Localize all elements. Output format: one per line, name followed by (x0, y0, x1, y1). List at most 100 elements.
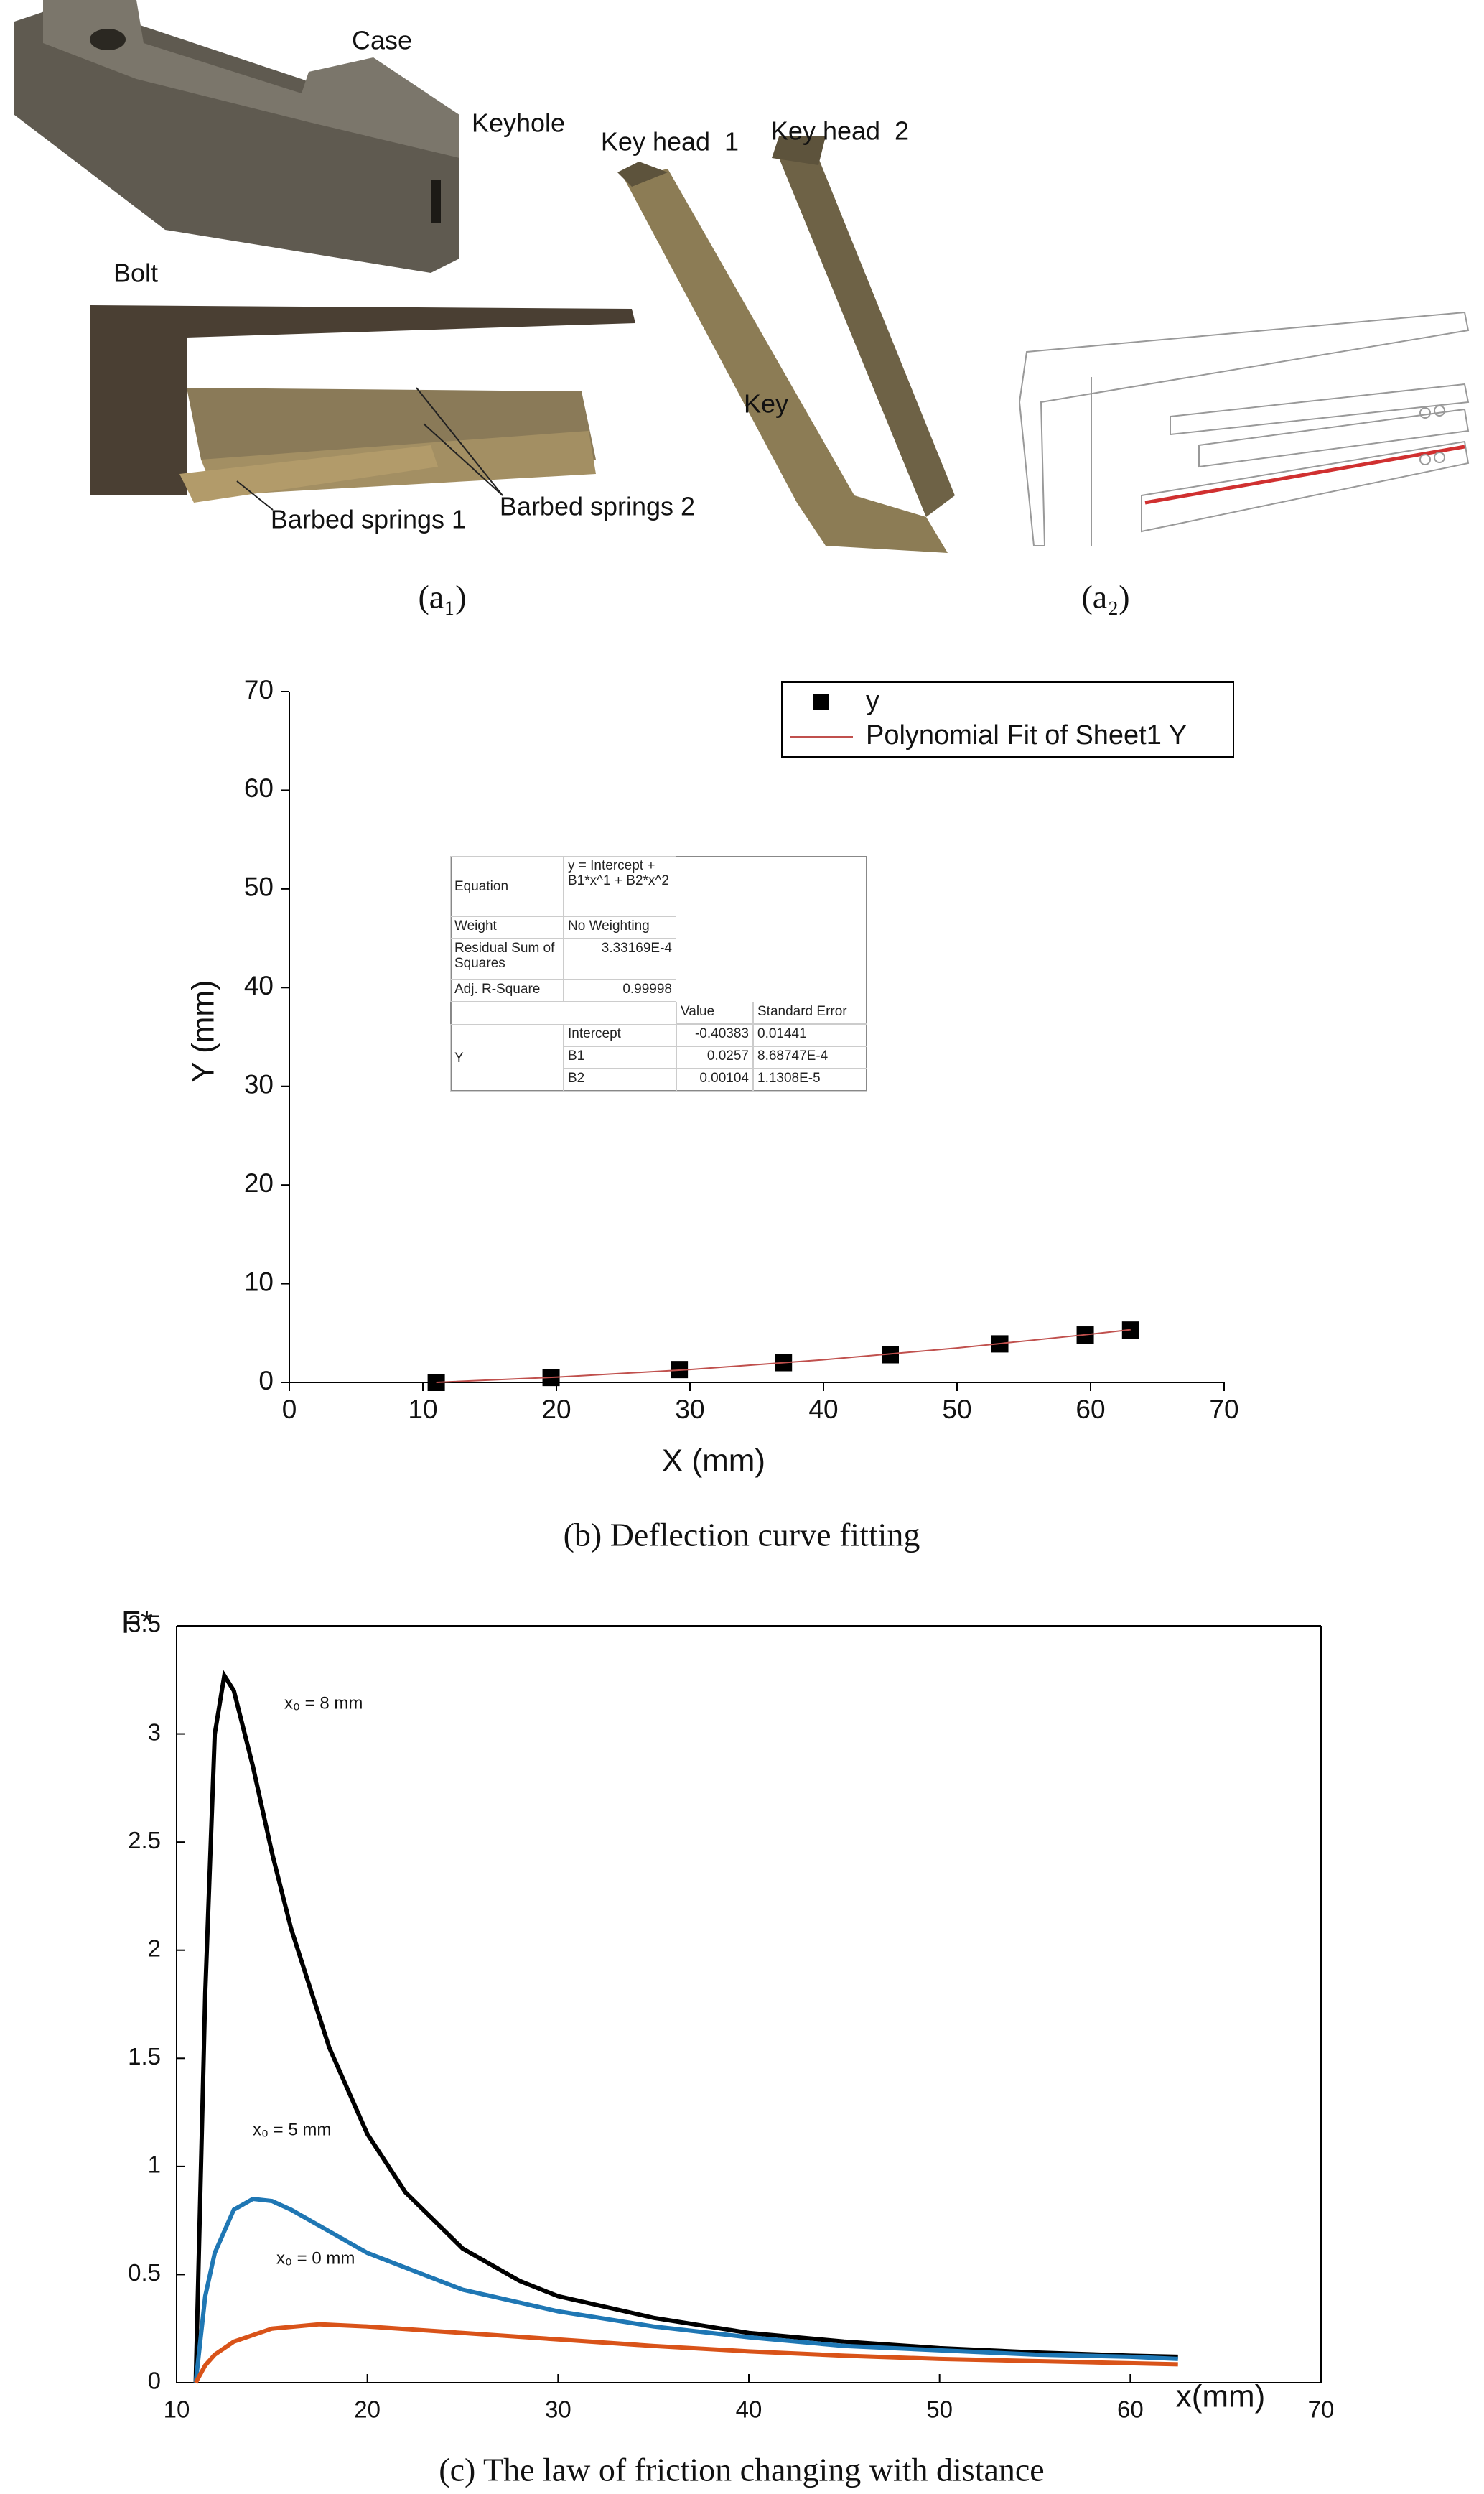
table-cell: Equation (450, 856, 564, 916)
series-line (193, 1669, 1178, 2383)
y-tick-label: 60 (244, 773, 274, 803)
table-cell: No Weighting (564, 916, 676, 939)
table-cell: Y (450, 1024, 564, 1092)
photo-label: Key head 1 (601, 127, 739, 157)
hole (1419, 454, 1431, 465)
case-top (43, 0, 459, 158)
table-cell: Standard Error (753, 1002, 867, 1024)
x-tick-label: 60 (1075, 1395, 1105, 1424)
legend-marker (813, 694, 829, 710)
photo-label: Key (744, 389, 788, 419)
hole (1434, 452, 1445, 463)
photo-lock (14, 0, 955, 553)
y-tick-label: 40 (244, 971, 274, 1000)
case-hole (90, 29, 126, 50)
x-tick-label: 20 (354, 2396, 381, 2423)
table-cell: 8.68747E-4 (753, 1046, 867, 1069)
y-tick-label: 0 (258, 1366, 274, 1395)
y-tick-label: 0 (148, 2368, 161, 2394)
y-tick-label: 30 (244, 1069, 274, 1099)
caption: (a₂) (1081, 579, 1129, 615)
caption: (a₁) (418, 579, 466, 615)
photo-label: Barbed springs 2 (500, 492, 695, 521)
key-head-1 (617, 162, 668, 187)
table-cell: 0.99998 (564, 980, 676, 1002)
table-cell: 1.1308E-5 (753, 1069, 867, 1092)
fit-table (450, 856, 867, 1092)
photo-label: Keyhole (472, 108, 565, 138)
table-cell: Intercept (564, 1024, 676, 1046)
x-tick-label: 40 (736, 2396, 762, 2423)
y-tick-label: 1 (148, 2151, 161, 2178)
hole (1419, 407, 1431, 419)
photo-label: Case (352, 26, 412, 55)
annotation: x₀ = 8 mm (284, 1693, 363, 1713)
table-cell: 0.0257 (676, 1046, 753, 1069)
photo-label: Barbed springs 1 (271, 505, 466, 534)
table-cell: y = Intercept + B1*x^1 + B2*x^2 (564, 856, 676, 916)
y-tick-label: 2 (148, 1935, 161, 1961)
annotation: x₀ = 5 mm (253, 2120, 331, 2139)
spring-c (1141, 440, 1470, 533)
table-cell: B2 (564, 1069, 676, 1092)
table-cell: Value (676, 1002, 753, 1024)
x-tick-label: 30 (675, 1395, 704, 1424)
diagram-a2 (1018, 311, 1470, 546)
y-tick-label: 0.5 (128, 2259, 161, 2286)
y-axis-label: F* (121, 1605, 153, 1640)
table-cell: 3.33169E-4 (564, 939, 676, 980)
x-tick-label: 70 (1209, 1395, 1238, 1424)
table-cell: 0.01441 (753, 1024, 867, 1046)
annotation: x₀ = 0 mm (276, 2248, 355, 2268)
legend-label: y (866, 686, 879, 716)
photo-label: Bolt (113, 259, 158, 288)
caption: (c) The law of friction changing with di… (439, 2452, 1044, 2488)
y-tick-label: 1.5 (128, 2043, 161, 2070)
x-tick-label: 10 (408, 1395, 437, 1424)
leader (236, 480, 274, 511)
x-tick-label: 40 (808, 1395, 838, 1424)
keyhole (431, 180, 441, 223)
x-tick-label: 50 (942, 1395, 971, 1424)
key-bar-2 (779, 158, 955, 517)
bolt (90, 305, 635, 495)
y-tick-label: 3.5 (128, 1611, 161, 1637)
y-tick-label: 10 (244, 1267, 274, 1296)
x-tick-label: 10 (164, 2396, 190, 2423)
photo-label: Key head 2 (771, 116, 909, 146)
highlight-edge (1144, 445, 1465, 505)
leader (416, 387, 503, 496)
table-cell: B1 (564, 1046, 676, 1069)
spring-a (1170, 383, 1470, 436)
y-tick-label: 70 (244, 675, 274, 704)
legend-label: Polynomial Fit of Sheet1 Y (866, 720, 1187, 750)
leader (423, 423, 503, 496)
x-tick-label: 0 (282, 1395, 297, 1424)
frame-outline (1018, 311, 1470, 546)
x-tick-label: 50 (926, 2396, 953, 2423)
table-cell: Adj. R-Square (450, 980, 564, 1002)
hole (1434, 405, 1445, 417)
y-tick-label: 50 (244, 873, 274, 902)
series-line (436, 1329, 1131, 1383)
key-bar-1 (625, 169, 948, 553)
table-cell: Residual Sum of Squares (450, 939, 564, 980)
y-tick-label: 3 (148, 1718, 161, 1745)
y-axis-label: Y (mm) (186, 980, 221, 1082)
table-cell: -0.40383 (676, 1024, 753, 1046)
series-line (193, 2196, 1178, 2383)
y-tick-label: 2.5 (128, 1827, 161, 1853)
x-axis-label: x(mm) (1176, 2379, 1266, 2414)
y-tick-label: 20 (244, 1168, 274, 1198)
x-tick-label: 20 (541, 1395, 571, 1424)
x-tick-label: 70 (1308, 2396, 1335, 2423)
spring-1 (179, 445, 438, 503)
x-axis-label: X (mm) (662, 1443, 765, 1479)
key-head-2 (772, 136, 826, 165)
x-tick-label: 60 (1117, 2396, 1144, 2423)
legend-box (781, 681, 1234, 758)
table-cell: Weight (450, 916, 564, 939)
spring-b (1198, 408, 1470, 468)
